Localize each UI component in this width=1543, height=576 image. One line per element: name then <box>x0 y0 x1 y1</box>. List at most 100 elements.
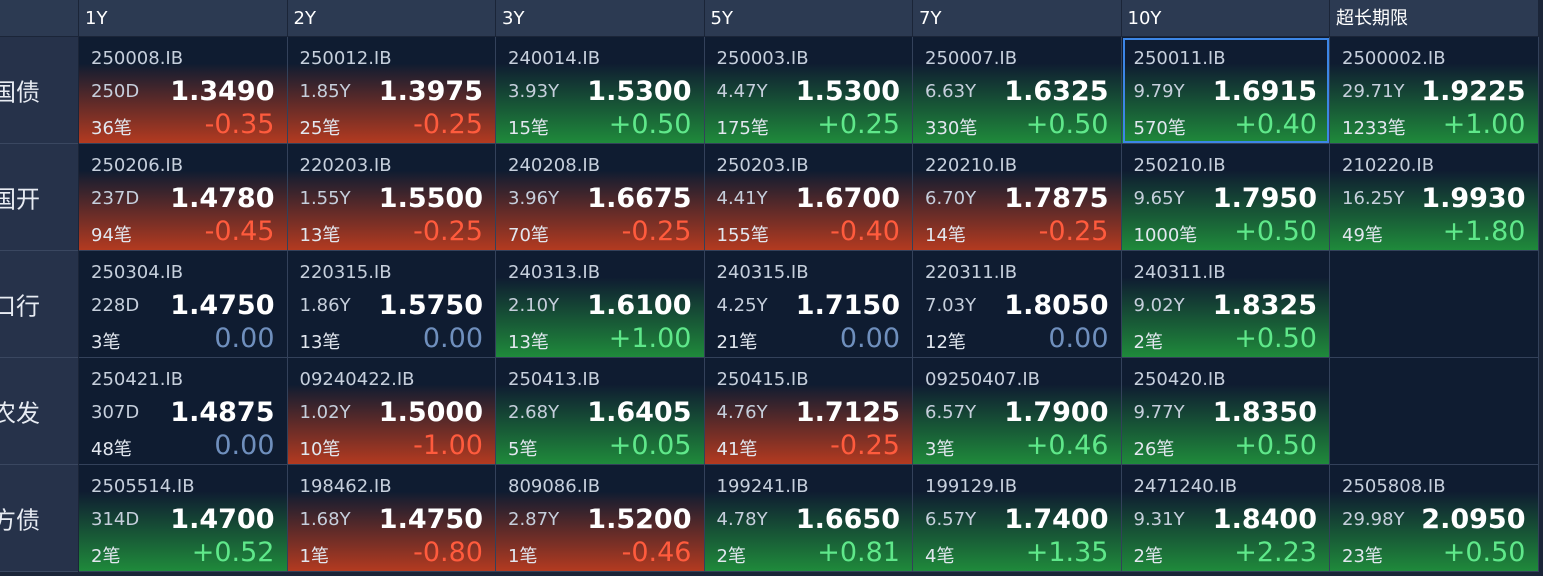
yield-change: +0.81 <box>817 537 900 568</box>
yield-change: -0.35 <box>204 109 275 140</box>
remaining-term: 1.85Y <box>299 81 351 102</box>
yield-change: +0.50 <box>1234 323 1317 354</box>
quote-cell[interactable]: 240315.IB 4.25Y 1.7150 21笔 0.00 <box>704 251 913 358</box>
yield-change: +0.50 <box>1442 537 1526 568</box>
quote-cell[interactable]: 250011.IB 9.79Y 1.6915 570笔 +0.40 <box>1121 37 1330 144</box>
yield: 1.5300 <box>587 76 692 107</box>
bond-code: 250203.IB <box>716 155 809 176</box>
trade-count: 2笔 <box>716 546 746 567</box>
bond-code: 250421.IB <box>91 369 184 390</box>
yield-change: +2.23 <box>1234 537 1317 568</box>
quote-cell[interactable]: 250304.IB 228D 1.4750 3笔 0.00 <box>79 251 288 358</box>
quote-cell[interactable]: 220210.IB 6.70Y 1.7875 14笔 -0.25 <box>913 144 1122 251</box>
quote-cell[interactable]: 240311.IB 9.02Y 1.8325 2笔 +0.50 <box>1121 251 1330 358</box>
yield: 1.9930 <box>1421 183 1526 214</box>
quote-cell[interactable]: 250413.IB 2.68Y 1.6405 5笔 +0.05 <box>496 358 705 465</box>
trade-count: 4笔 <box>925 546 955 567</box>
column-header[interactable]: 10Y <box>1121 0 1330 36</box>
yield-change: -0.45 <box>204 216 275 247</box>
bond-code: 250413.IB <box>508 369 601 390</box>
column-header[interactable]: 2Y <box>287 0 496 36</box>
quote-cell[interactable]: 2505808.IB 29.98Y 2.0950 23笔 +0.50 <box>1330 465 1539 572</box>
yield: 1.7150 <box>795 290 900 321</box>
column-header[interactable]: 超长期限 <box>1330 0 1539 36</box>
bond-code: 2471240.IB <box>1133 476 1238 497</box>
quote-cell[interactable]: 240014.IB 3.93Y 1.5300 15笔 +0.50 <box>496 37 705 144</box>
bond-code: 210220.IB <box>1342 155 1435 176</box>
quote-cell[interactable]: 250210.IB 9.65Y 1.7950 1000笔 +0.50 <box>1121 144 1330 251</box>
remaining-term: 9.31Y <box>1133 509 1185 530</box>
quote-cell[interactable]: 250420.IB 9.77Y 1.8350 26笔 +0.50 <box>1121 358 1330 465</box>
remaining-term: 6.57Y <box>925 402 977 423</box>
quote-cell[interactable]: 09240422.IB 1.02Y 1.5000 10笔 -1.00 <box>287 358 496 465</box>
quote-cell[interactable]: 240313.IB 2.10Y 1.6100 13笔 +1.00 <box>496 251 705 358</box>
remaining-term: 16.25Y <box>1342 188 1405 209</box>
trade-count: 21笔 <box>716 332 758 353</box>
column-header[interactable]: 7Y <box>913 0 1122 36</box>
quote-cell[interactable]: 220203.IB 1.55Y 1.5500 13笔 -0.25 <box>287 144 496 251</box>
yield: 2.0950 <box>1421 504 1526 535</box>
remaining-term: 9.79Y <box>1133 81 1185 102</box>
bond-code: 240311.IB <box>1133 262 1226 283</box>
yield: 1.9225 <box>1421 76 1526 107</box>
yield: 1.5500 <box>378 183 483 214</box>
column-header[interactable]: 3Y <box>496 0 705 36</box>
trade-count: 3笔 <box>91 332 121 353</box>
remaining-term: 6.57Y <box>925 509 977 530</box>
quote-cell[interactable]: 250203.IB 4.41Y 1.6700 155笔 -0.40 <box>704 144 913 251</box>
quote-cell[interactable]: 250008.IB 250D 1.3490 36笔 -0.35 <box>79 37 288 144</box>
yield: 1.7900 <box>1004 397 1109 428</box>
trade-count: 155笔 <box>716 225 769 246</box>
quote-cell[interactable]: 809086.IB 2.87Y 1.5200 1笔 -0.46 <box>496 465 705 572</box>
yield: 1.6915 <box>1212 76 1317 107</box>
remaining-term: 4.76Y <box>716 402 768 423</box>
bond-code: 250008.IB <box>91 48 184 69</box>
row-label-cell: 国债 <box>0 37 78 144</box>
yield: 1.4750 <box>170 290 275 321</box>
remaining-term: 4.78Y <box>716 509 768 530</box>
bond-code: 250012.IB <box>299 48 392 69</box>
yield-change: +0.50 <box>1025 109 1109 140</box>
bond-code: 198462.IB <box>299 476 392 497</box>
row-label: 农发 <box>0 399 40 428</box>
trade-count: 70笔 <box>508 225 549 246</box>
quote-cell[interactable]: 09250407.IB 6.57Y 1.7900 3笔 +0.46 <box>913 358 1122 465</box>
yield-change: +0.52 <box>191 537 275 568</box>
quote-cell[interactable]: 210220.IB 16.25Y 1.9930 49笔 +1.80 <box>1330 144 1539 251</box>
quote-cell[interactable]: 199241.IB 4.78Y 1.6650 2笔 +0.81 <box>704 465 913 572</box>
trade-count: 330笔 <box>925 118 978 139</box>
quote-cell[interactable]: 220315.IB 1.86Y 1.5750 13笔 0.00 <box>287 251 496 358</box>
bond-code: 250304.IB <box>91 262 184 283</box>
yield-change: +0.50 <box>608 109 692 140</box>
quote-cell[interactable]: 250415.IB 4.76Y 1.7125 41笔 -0.25 <box>704 358 913 465</box>
remaining-term: 4.41Y <box>716 188 768 209</box>
quote-cell[interactable]: 2471240.IB 9.31Y 1.8400 2笔 +2.23 <box>1121 465 1330 572</box>
quote-cell[interactable]: 240208.IB 3.96Y 1.6675 70笔 -0.25 <box>496 144 705 251</box>
quote-cell[interactable]: 2500002.IB 29.71Y 1.9225 1233笔 +1.00 <box>1330 37 1539 144</box>
yield: 1.6405 <box>587 397 692 428</box>
remaining-term: 3.93Y <box>508 81 560 102</box>
quote-cell[interactable]: 250007.IB 6.63Y 1.6325 330笔 +0.50 <box>913 37 1122 144</box>
trade-count: 175笔 <box>716 118 769 139</box>
remaining-term: 237D <box>91 188 140 209</box>
trade-count: 26笔 <box>1133 439 1175 460</box>
quote-cell[interactable]: 220311.IB 7.03Y 1.8050 12笔 0.00 <box>913 251 1122 358</box>
yield: 1.6325 <box>1004 76 1109 107</box>
remaining-term: 1.02Y <box>299 402 351 423</box>
column-header[interactable]: 1Y <box>79 0 288 36</box>
quote-cell[interactable]: 250003.IB 4.47Y 1.5300 175笔 +0.25 <box>704 37 913 144</box>
quote-cell[interactable]: 250012.IB 1.85Y 1.3975 25笔 -0.25 <box>287 37 496 144</box>
bond-code: 250420.IB <box>1133 369 1226 390</box>
bond-code: 220311.IB <box>925 262 1018 283</box>
quote-cell[interactable]: 250421.IB 307D 1.4875 48笔 0.00 <box>79 358 288 465</box>
quote-cell[interactable]: 199129.IB 6.57Y 1.7400 4笔 +1.35 <box>913 465 1122 572</box>
quote-cell[interactable]: 198462.IB 1.68Y 1.4750 1笔 -0.80 <box>287 465 496 572</box>
quote-cell[interactable]: 250206.IB 237D 1.4780 94笔 -0.45 <box>79 144 288 251</box>
trade-count: 5笔 <box>508 439 538 460</box>
row-label: 国开 <box>0 185 40 214</box>
yield-change: -0.25 <box>621 216 692 247</box>
quote-cell[interactable]: 2505514.IB 314D 1.4700 2笔 +0.52 <box>79 465 288 572</box>
yield: 1.8325 <box>1212 290 1317 321</box>
column-header[interactable]: 5Y <box>704 0 913 36</box>
